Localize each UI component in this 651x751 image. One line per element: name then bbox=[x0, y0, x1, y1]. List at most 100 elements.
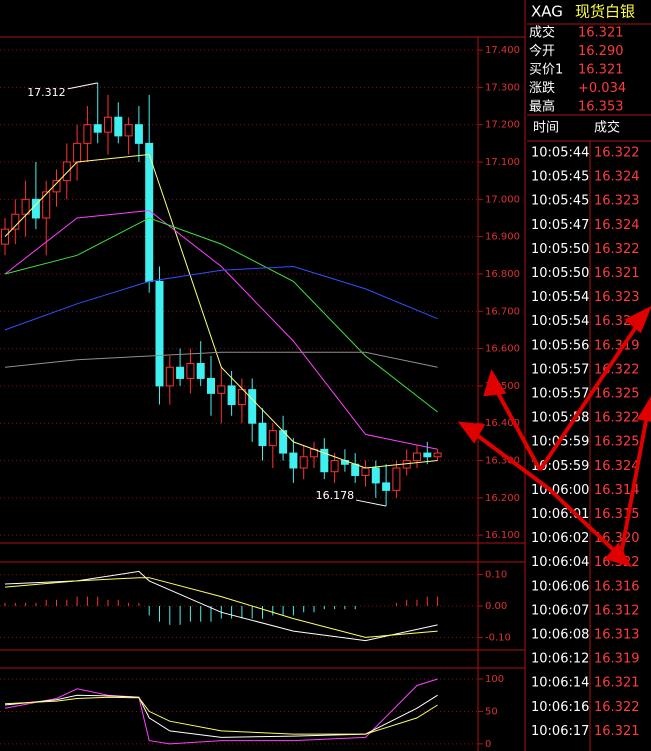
candle-body bbox=[62, 161, 71, 182]
candle-body bbox=[207, 377, 215, 394]
candle-body bbox=[186, 363, 195, 379]
candle-body bbox=[176, 366, 185, 379]
annotation: 16.178 bbox=[316, 489, 355, 502]
y-tick-label: 16.300 bbox=[485, 456, 520, 467]
y-tick-label: 16.400 bbox=[485, 418, 520, 429]
annotation: 17.312 bbox=[27, 86, 66, 99]
indicator-line bbox=[4, 696, 438, 735]
trades-header: 时间 bbox=[533, 121, 559, 136]
trade-price: 16.322 bbox=[594, 362, 640, 377]
quote-value: 16.321 bbox=[578, 63, 624, 78]
trade-time: 10:06:06 bbox=[531, 579, 589, 594]
y-tick-label: 17.400 bbox=[485, 45, 520, 56]
candle-body bbox=[83, 124, 92, 144]
annotation-leader bbox=[356, 499, 387, 507]
y-tick-label: 16.100 bbox=[485, 530, 520, 541]
candle-body bbox=[371, 467, 380, 484]
y-tick-label: 16.900 bbox=[485, 232, 520, 243]
y-tick-label: 17.300 bbox=[485, 82, 520, 93]
candle-body bbox=[73, 142, 82, 163]
candle-body bbox=[11, 213, 20, 230]
y-tick-label: 50 bbox=[485, 706, 498, 717]
candle-body bbox=[433, 452, 442, 458]
trade-time: 10:06:14 bbox=[531, 676, 589, 691]
indicator-line bbox=[4, 694, 438, 738]
y-tick-label: 17.000 bbox=[485, 194, 520, 205]
quote-label: 买价1 bbox=[529, 63, 563, 78]
trade-time: 10:06:04 bbox=[531, 555, 589, 570]
trade-time: 10:06:07 bbox=[531, 603, 589, 618]
trade-time: 10:05:58 bbox=[531, 411, 589, 426]
candle-body bbox=[330, 460, 339, 473]
indicator-line bbox=[4, 678, 438, 745]
candle-body bbox=[21, 198, 30, 215]
candle-body bbox=[227, 385, 236, 406]
trade-price: 16.324 bbox=[594, 459, 640, 474]
trade-time: 10:05:45 bbox=[531, 194, 589, 209]
trade-time: 10:06:02 bbox=[531, 531, 589, 546]
indicator-line bbox=[4, 570, 438, 642]
quote-label: 最高 bbox=[529, 99, 555, 115]
candle-body bbox=[237, 389, 246, 406]
trade-time: 10:06:12 bbox=[531, 652, 589, 667]
quote-value: 16.321 bbox=[578, 26, 624, 41]
candle-body bbox=[258, 422, 267, 447]
trade-price: 16.324 bbox=[594, 218, 640, 233]
trade-price: 16.323 bbox=[594, 194, 640, 209]
trade-price: 16.322 bbox=[594, 411, 640, 426]
y-tick-label: 100 bbox=[485, 674, 504, 685]
trade-time: 10:05:45 bbox=[531, 170, 589, 185]
quote-value: +0.034 bbox=[578, 81, 626, 96]
arrows bbox=[457, 306, 651, 568]
trade-price: 16.315 bbox=[594, 507, 640, 522]
candle-body bbox=[124, 124, 133, 137]
y-tick-label: 16.200 bbox=[485, 493, 520, 504]
annotation-leader bbox=[67, 82, 98, 90]
trade-time: 10:05:47 bbox=[531, 218, 589, 233]
candle-body bbox=[423, 452, 432, 458]
trade-time: 10:05:54 bbox=[531, 314, 589, 329]
indicator-line bbox=[4, 351, 438, 368]
trade-time: 10:06:00 bbox=[531, 483, 589, 498]
trade-time: 10:05:54 bbox=[531, 290, 589, 305]
indicator-line bbox=[4, 153, 438, 469]
trade-time: 10:05:44 bbox=[531, 146, 589, 161]
indicator-line bbox=[4, 209, 438, 450]
trade-time: 10:05:56 bbox=[531, 338, 589, 353]
symbol: XAG bbox=[531, 3, 563, 21]
trade-price: 16.322 bbox=[594, 146, 640, 161]
candle-body bbox=[382, 482, 391, 491]
trade-price: 16.325 bbox=[594, 387, 640, 402]
y-tick-label: 16.500 bbox=[485, 381, 520, 392]
quote-label: 涨跌 bbox=[529, 80, 555, 96]
trade-price: 16.319 bbox=[594, 338, 640, 353]
trade-price: 16.314 bbox=[594, 483, 640, 498]
y-tick-label: 16.700 bbox=[485, 306, 520, 317]
candle-body bbox=[134, 124, 143, 144]
y-tick-label: 0.00 bbox=[485, 601, 507, 612]
trade-price: 16.321 bbox=[594, 676, 640, 691]
trade-time: 10:05:50 bbox=[531, 266, 589, 281]
candle-body bbox=[299, 456, 308, 469]
candle-body bbox=[114, 116, 123, 137]
candle-body bbox=[93, 124, 102, 133]
candle-body bbox=[268, 430, 277, 447]
candle-body bbox=[165, 366, 174, 387]
trade-price: 16.323 bbox=[594, 290, 640, 305]
trade-price: 16.312 bbox=[594, 603, 640, 618]
trade-time: 10:06:16 bbox=[531, 700, 589, 715]
candle-body bbox=[248, 389, 257, 424]
indicator-line bbox=[4, 217, 438, 413]
quote-label: 成交 bbox=[529, 25, 555, 41]
quote-label: 今开 bbox=[529, 43, 555, 59]
y-tick-label: 17.200 bbox=[485, 120, 520, 131]
y-tick-label: 16.800 bbox=[485, 269, 520, 280]
y-tick-label: 16.600 bbox=[485, 344, 520, 355]
candle-body bbox=[104, 116, 112, 133]
trade-time: 10:06:17 bbox=[531, 724, 589, 739]
candle-body bbox=[196, 363, 205, 379]
candle-body bbox=[320, 448, 329, 473]
